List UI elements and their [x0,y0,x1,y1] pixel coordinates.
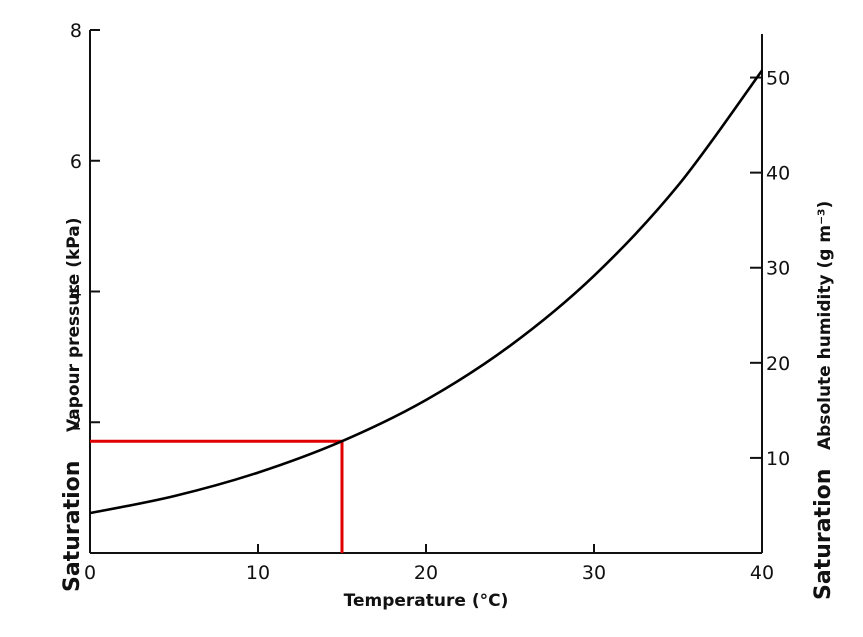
x-tick-label: 0 [84,562,96,584]
saturation-curve [89,69,764,515]
axes [89,30,763,554]
right-y-tick-label: 40 [766,163,790,185]
x-tick-label: 40 [750,562,774,584]
annotation [90,439,344,553]
right-axis-title-prefix: Saturation [811,469,836,600]
x-tick-label: 20 [414,562,438,584]
right-y-tick-label: 50 [766,68,790,90]
right-y-tick-label: 30 [766,258,790,280]
left-y-tick-label: 4 [70,282,82,304]
left-axis-title: Saturation Vapour pressure (kPa) [60,217,85,592]
x-tick-label: 10 [246,562,270,584]
x-tick-label: 30 [582,562,606,584]
right-y-tick-label: 20 [766,353,790,375]
left-axis-title-prefix: Saturation [60,461,85,592]
right-axis-title: Saturation Absolute humidity (g m⁻³) [811,201,836,600]
left-y-tick-label: 8 [70,20,82,42]
right-axis-title-main: Absolute humidity (g m⁻³) [815,201,835,450]
x-axis-title: Temperature (°C) [344,591,509,611]
ticks: 0 10 20 30 40 2 4 6 8 10 20 30 40 50 [70,20,790,584]
left-axis-title-main: Vapour pressure (kPa) [64,217,84,432]
right-y-tick-label: 10 [766,448,790,470]
left-y-tick-label: 6 [70,151,82,173]
left-y-tick-label: 2 [70,412,82,434]
